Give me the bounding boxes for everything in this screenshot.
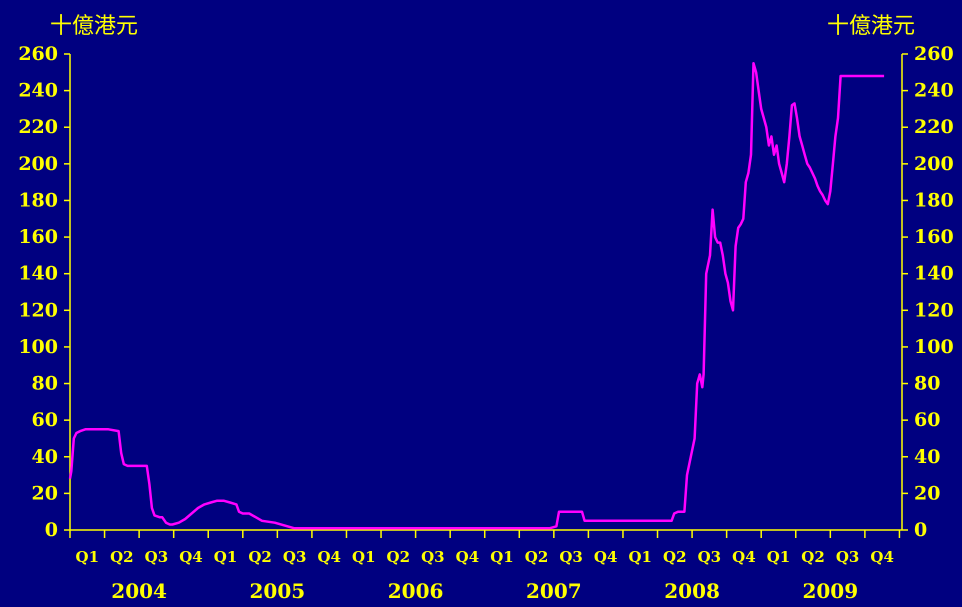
y-tick-label-right: 220	[914, 116, 954, 138]
y-tick-label-right: 120	[914, 299, 954, 321]
x-tick-label-quarter: Q3	[145, 548, 169, 566]
x-tick-label-quarter: Q3	[698, 548, 722, 566]
x-year-label: 2007	[526, 579, 582, 602]
y-tick-label-right: 60	[914, 409, 940, 431]
x-tick-label-quarter: Q1	[490, 548, 514, 566]
x-tick-label-quarter: Q1	[352, 548, 376, 566]
y-tick-label-left: 260	[18, 43, 58, 65]
x-tick-label-quarter: Q4	[317, 548, 341, 566]
series-line	[68, 61, 885, 530]
x-tick-label-quarter: Q2	[248, 548, 272, 566]
y-tick-label-right: 0	[914, 519, 927, 541]
x-tick-label-quarter: Q3	[421, 548, 445, 566]
y-tick-label-left: 100	[18, 336, 58, 358]
y-tick-label-right: 240	[914, 80, 954, 102]
y-tick-label-left: 200	[18, 153, 58, 175]
x-tick-label-quarter: Q2	[110, 548, 134, 566]
x-tick-label-quarter: Q2	[663, 548, 687, 566]
y-tick-label-right: 80	[914, 373, 940, 395]
axes: 0 0 20 20 40 40 60 60 80 80 100 100 120 120 140 140 160 1…	[18, 43, 954, 603]
y-tick-label-left: 140	[18, 263, 58, 285]
x-tick-label-quarter: Q2	[525, 548, 549, 566]
x-tick-label-quarter: Q3	[283, 548, 307, 566]
y-tick-label-left: 40	[32, 446, 58, 468]
x-tick-label-quarter: Q3	[836, 548, 860, 566]
y-tick-label-right: 140	[914, 263, 954, 285]
x-year-label: 2004	[111, 579, 167, 602]
y-tick-label-left: 160	[18, 226, 58, 248]
x-year-label: 2008	[664, 579, 720, 602]
y-tick-label-left: 240	[18, 80, 58, 102]
x-tick-label-quarter: Q4	[456, 548, 480, 566]
plot-area	[68, 61, 885, 530]
x-tick-label-quarter: Q2	[387, 548, 411, 566]
y-tick-label-left: 20	[32, 482, 58, 504]
y-tick-label-left: 60	[32, 409, 58, 431]
x-tick-label-quarter: Q1	[628, 548, 652, 566]
y-tick-label-right: 100	[914, 336, 954, 358]
x-tick-label-quarter: Q4	[179, 548, 203, 566]
x-tick-label-quarter: Q4	[732, 548, 756, 566]
y-tick-label-right: 260	[914, 43, 954, 65]
y-tick-label-right: 160	[914, 226, 954, 248]
y-tick-label-left: 220	[18, 116, 58, 138]
x-tick-label-quarter: Q3	[559, 548, 583, 566]
y-axis-unit-right: 十億港元	[827, 14, 915, 39]
x-tick-label-quarter: Q1	[76, 548, 100, 566]
y-tick-label-right: 40	[914, 446, 940, 468]
x-tick-label-quarter: Q2	[801, 548, 825, 566]
x-tick-label-quarter: Q4	[594, 548, 618, 566]
x-year-label: 2005	[250, 579, 306, 602]
x-year-label: 2006	[388, 579, 444, 602]
y-tick-label-right: 20	[914, 482, 940, 504]
x-tick-label-quarter: Q4	[870, 548, 894, 566]
x-year-label: 2009	[802, 579, 858, 602]
y-tick-label-left: 80	[32, 373, 58, 395]
y-tick-label-left: 120	[18, 299, 58, 321]
x-tick-label-quarter: Q1	[214, 548, 238, 566]
y-tick-label-left: 180	[18, 189, 58, 211]
y-tick-label-left: 0	[45, 519, 58, 541]
y-tick-label-right: 200	[914, 153, 954, 175]
y-tick-label-right: 180	[914, 189, 954, 211]
x-tick-label-quarter: Q1	[767, 548, 791, 566]
y-axis-unit-left: 十億港元	[50, 14, 138, 39]
